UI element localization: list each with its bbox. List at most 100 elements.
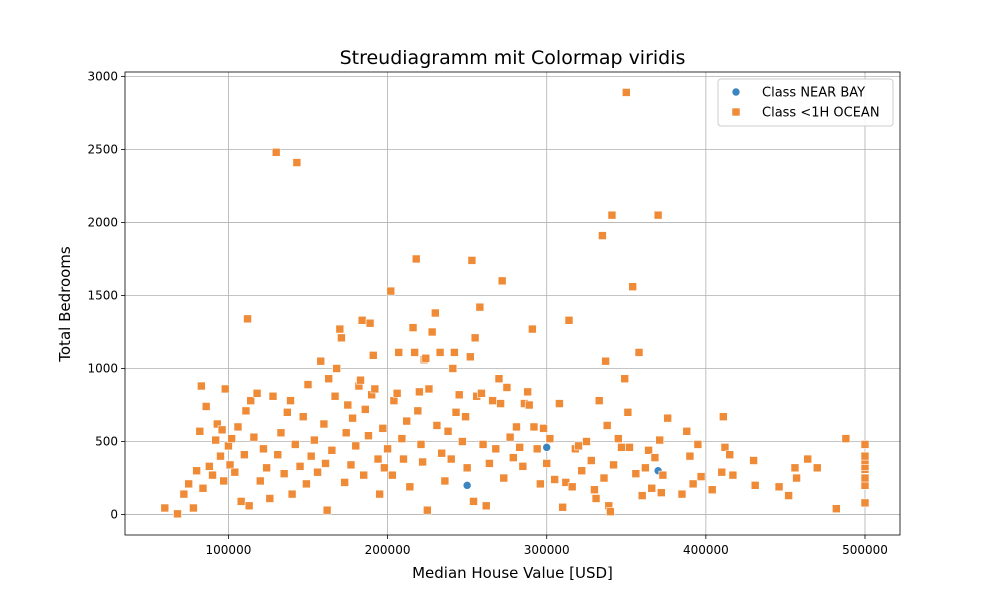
data-point-square: [784, 491, 793, 500]
data-point-square: [860, 473, 870, 483]
data-point-square: [477, 389, 486, 398]
data-point-square: [631, 469, 641, 478]
data-point-square: [330, 391, 340, 401]
data-point-square: [728, 470, 738, 480]
data-point-square: [303, 380, 313, 389]
data-point-square: [216, 451, 225, 461]
data-point-square: [424, 384, 434, 394]
data-point-square: [431, 308, 440, 318]
data-point-square: [373, 454, 383, 464]
data-point-square: [454, 390, 464, 400]
data-point-square: [601, 356, 610, 366]
data-point-square: [696, 472, 706, 481]
data-point-square: [658, 470, 668, 480]
data-point-square: [607, 210, 617, 220]
data-point-square: [470, 333, 480, 343]
data-point-square: [408, 323, 418, 332]
x-tick-label: 300000: [524, 543, 570, 557]
data-point-square: [458, 437, 467, 446]
legend: Class NEAR BAY Class <1H OCEAN: [717, 78, 894, 127]
data-point-square: [225, 460, 235, 470]
data-point-square: [620, 374, 629, 384]
data-point-square: [494, 374, 504, 384]
legend-label: Class <1H OCEAN: [762, 106, 880, 121]
data-point-square: [276, 428, 286, 438]
data-point-square: [860, 440, 870, 449]
data-point-square: [195, 426, 205, 436]
data-point-square: [233, 422, 243, 432]
x-tick-label: 500000: [842, 543, 888, 557]
legend-marker-circle: [731, 87, 741, 97]
data-point-square: [602, 421, 612, 430]
data-point-square: [416, 440, 426, 449]
data-point-square: [577, 466, 587, 476]
data-point-square: [283, 408, 292, 417]
data-point-square: [386, 286, 396, 296]
y-tick-label: 0: [110, 508, 118, 522]
data-point-square: [394, 348, 404, 357]
data-point-square: [466, 352, 475, 362]
data-point-square: [582, 437, 591, 446]
legend-box: [717, 78, 894, 127]
data-point-circle: [542, 443, 552, 452]
data-point-square: [650, 453, 660, 462]
data-point-square: [357, 315, 367, 325]
data-point-square: [316, 356, 326, 366]
data-point-square: [462, 463, 472, 473]
data-point-square: [240, 450, 249, 459]
data-point-square: [558, 502, 567, 512]
data-point-square: [265, 494, 275, 503]
data-point-square: [205, 462, 214, 471]
data-point-square: [219, 476, 228, 486]
data-point-square: [518, 462, 528, 471]
data-point-square: [529, 422, 539, 432]
data-point-square: [298, 412, 308, 421]
data-point-square: [262, 463, 271, 473]
data-point-square: [227, 434, 236, 443]
data-point-square: [524, 400, 534, 410]
data-point-square: [478, 440, 488, 449]
data-point-square: [192, 466, 201, 476]
data-point-square: [365, 318, 375, 328]
data-point-square: [324, 374, 333, 384]
data-point-square: [423, 505, 432, 515]
data-point-square: [322, 505, 332, 515]
data-point-square: [389, 396, 399, 405]
data-point-square: [321, 459, 330, 468]
data-point-square: [653, 210, 663, 220]
data-point-square: [421, 353, 431, 363]
chart-title: Streudiagramm mit Colormap viridis: [340, 47, 686, 69]
data-point-square: [201, 402, 211, 411]
data-point-square: [346, 460, 356, 470]
data-point-square: [539, 424, 548, 433]
data-point-square: [290, 440, 300, 449]
x-tick-label: 400000: [683, 543, 729, 557]
data-point-square: [682, 426, 692, 436]
data-point-square: [567, 482, 577, 492]
x-tick-label: 200000: [365, 543, 411, 557]
data-point-square: [402, 416, 411, 426]
data-point-square: [488, 396, 497, 405]
y-tick-label: 3000: [87, 69, 118, 83]
data-point-square: [410, 348, 419, 357]
data-point-square: [319, 419, 329, 429]
data-point-square: [255, 476, 265, 486]
data-point-square: [446, 454, 456, 464]
data-point-square: [860, 481, 870, 490]
data-point-square: [628, 282, 637, 292]
data-point-square: [179, 489, 189, 499]
data-point-square: [812, 463, 822, 473]
data-point-square: [720, 443, 730, 452]
data-point-square: [378, 424, 388, 433]
data-point-square: [252, 389, 262, 398]
data-point-square: [359, 470, 369, 480]
data-point-square: [405, 482, 415, 492]
data-point-square: [860, 498, 870, 508]
data-point-square: [427, 327, 437, 337]
data-point-square: [591, 494, 601, 503]
grid: [125, 72, 900, 535]
data-point-square: [512, 422, 521, 432]
data-point-square: [364, 431, 373, 440]
axes: 100000 200000 300000 400000 500000 0 500 1000 15…: [87, 69, 901, 557]
